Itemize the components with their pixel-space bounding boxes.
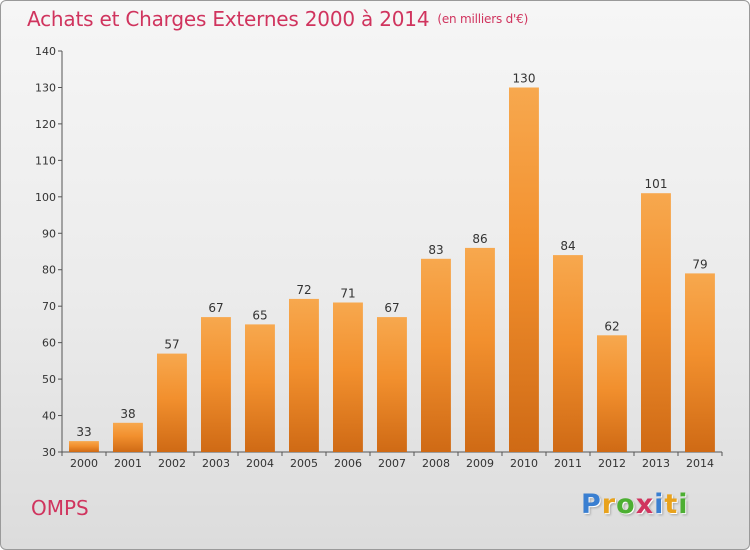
x-tick-label: 2007	[378, 457, 406, 470]
y-tick-label: 90	[42, 227, 56, 240]
logo-letter: t	[664, 489, 679, 520]
value-label: 67	[384, 301, 399, 315]
bar	[69, 441, 99, 452]
value-label: 130	[513, 71, 536, 85]
bar	[641, 193, 671, 452]
y-tick-label: 40	[42, 410, 56, 423]
x-tick-label: 2005	[290, 457, 318, 470]
value-label: 83	[428, 243, 443, 257]
x-tick-label: 2001	[114, 457, 142, 470]
value-label: 38	[120, 407, 135, 421]
bar	[333, 302, 363, 452]
bar	[465, 247, 495, 452]
x-tick-label: 2009	[466, 457, 494, 470]
x-tick-label: 2000	[70, 457, 98, 470]
y-tick-label: 60	[42, 337, 56, 350]
y-tick-label: 140	[35, 45, 56, 58]
y-tick-label: 120	[35, 118, 56, 131]
logo-letter: o	[616, 489, 636, 520]
x-tick-label: 2013	[642, 457, 670, 470]
x-tick-label: 2008	[422, 457, 450, 470]
bar	[245, 324, 275, 452]
logo-letter: P	[581, 489, 602, 520]
logo-letter: i	[654, 489, 665, 520]
title-unit: (en milliers d'€)	[437, 12, 529, 26]
bar	[113, 422, 143, 452]
value-label: 79	[692, 257, 707, 271]
value-label: 67	[208, 301, 223, 315]
bar	[685, 273, 715, 452]
y-tick-label: 30	[42, 446, 56, 459]
y-tick-label: 70	[42, 300, 56, 313]
value-label: 84	[560, 239, 575, 253]
y-tick-label: 100	[35, 191, 56, 204]
y-tick-label: 50	[42, 373, 56, 386]
x-tick-label: 2002	[158, 457, 186, 470]
value-label: 57	[164, 338, 179, 352]
commune-name: OMPS	[31, 496, 89, 520]
bar	[597, 335, 627, 452]
bar	[553, 255, 583, 452]
bar	[201, 317, 231, 452]
bar	[509, 87, 539, 452]
proxiti-logo: Proxiti	[581, 489, 689, 520]
bar	[289, 298, 319, 452]
title-text: Achats et Charges Externes 2000 à 2014	[27, 7, 430, 31]
chart-title: Achats et Charges Externes 2000 à 2014 (e…	[27, 7, 528, 31]
x-tick-label: 2011	[554, 457, 582, 470]
value-label: 65	[252, 308, 267, 322]
x-tick-label: 2012	[598, 457, 626, 470]
y-tick-label: 130	[35, 81, 56, 94]
x-tick-label: 2010	[510, 457, 538, 470]
value-label: 62	[604, 319, 619, 333]
value-label: 86	[472, 232, 487, 246]
logo-letter: r	[601, 489, 617, 520]
x-tick-label: 2014	[686, 457, 714, 470]
bar	[377, 317, 407, 452]
value-label: 33	[76, 425, 91, 439]
value-label: 72	[296, 283, 311, 297]
logo-letter: i	[678, 489, 689, 520]
bar	[157, 353, 187, 452]
y-tick-label: 110	[35, 154, 56, 167]
value-label: 71	[340, 287, 355, 301]
x-tick-label: 2003	[202, 457, 230, 470]
bar	[421, 258, 451, 452]
value-label: 101	[645, 177, 668, 191]
y-tick-label: 80	[42, 264, 56, 277]
x-tick-label: 2006	[334, 457, 362, 470]
x-tick-label: 2004	[246, 457, 274, 470]
logo-letter: x	[635, 489, 655, 520]
